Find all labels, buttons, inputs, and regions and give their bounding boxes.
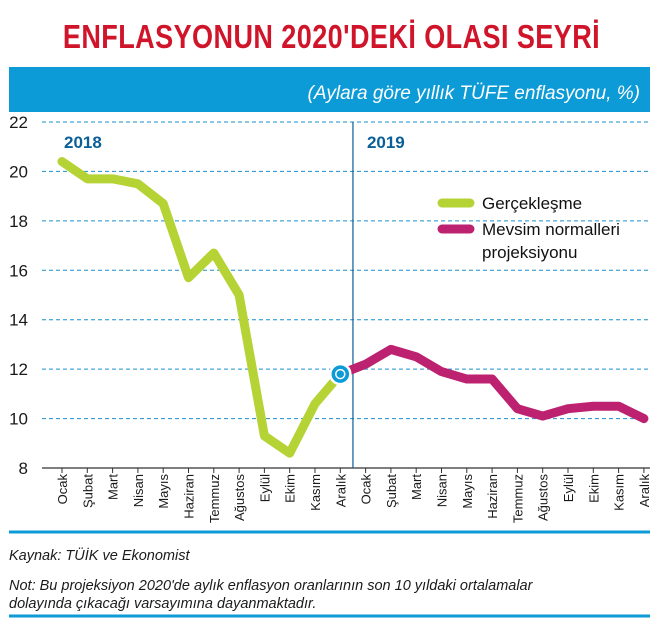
legend: Gerçekleşme Mevsim normalleri projeksiyonu xyxy=(437,194,620,262)
x-tick-label: Mart xyxy=(106,474,121,500)
x-tick-label: Kasım xyxy=(308,474,323,511)
x-tick-label: Mayıs xyxy=(460,474,475,509)
x-tick-label: Ağustos xyxy=(536,474,551,521)
y-tick-label: 14 xyxy=(9,311,28,330)
x-tick-label: Haziran xyxy=(485,474,500,519)
x-tick-label: Mayıs xyxy=(156,474,171,509)
chart-subtitle: (Aylara göre yıllık TÜFE enflasyonu, %) xyxy=(308,83,640,104)
data-series xyxy=(57,157,649,458)
x-tick-label: Mart xyxy=(409,474,424,500)
y-tick-label: 22 xyxy=(9,113,28,132)
x-tick-label: Şubat xyxy=(80,474,95,508)
x-tick-label: Eylül xyxy=(561,474,576,502)
y-tick-label: 10 xyxy=(9,410,28,429)
y-tick-label: 8 xyxy=(19,459,28,478)
x-tick-label: Eylül xyxy=(257,474,272,502)
footnote-line-2: dolayında çıkacağı varsayımına dayanmakt… xyxy=(9,596,317,612)
x-tick-label: Ekim xyxy=(283,474,298,503)
y-tick-label: 18 xyxy=(9,212,28,231)
series-line xyxy=(335,344,649,424)
x-tick-label: Aralık xyxy=(333,474,348,508)
x-axis-ticks: Ocak Şubat Mart Nisan Mayıs Haziran Temmuz Ağus… xyxy=(55,468,652,523)
y-tick-label: 16 xyxy=(9,261,28,280)
x-tick-label: Temmuz xyxy=(207,474,222,523)
year-label: 2019 xyxy=(367,133,405,152)
legend-label: Mevsim normalleri xyxy=(482,220,620,239)
source-note: Kaynak: TÜİK ve Ekonomist xyxy=(9,548,190,564)
subtitle-band xyxy=(9,71,650,112)
y-tick-label: 12 xyxy=(9,360,28,379)
x-tick-label: Haziran xyxy=(182,474,197,519)
chart-title: ENFLASYONUN 2020'DEKİ OLASI SEYRİ xyxy=(62,18,601,55)
x-tick-label: Ekim xyxy=(586,474,601,503)
x-tick-label: Şubat xyxy=(384,474,399,508)
x-tick-label: Nisan xyxy=(435,474,450,507)
footnote-line-1: Not: Bu projeksiyon 2020'de aylık enflas… xyxy=(9,578,533,594)
legend-label: projeksiyonu xyxy=(482,243,577,262)
x-tick-label: Ağustos xyxy=(232,474,247,521)
x-tick-label: Ocak xyxy=(55,474,70,505)
x-tick-label: Kasım xyxy=(612,474,627,511)
y-tick-label: 20 xyxy=(9,162,28,181)
x-tick-label: Nisan xyxy=(131,474,146,507)
x-tick-label: Ocak xyxy=(359,474,374,505)
series-line xyxy=(57,157,345,458)
grid-lines: 2018 2019 xyxy=(42,121,650,469)
y-axis-ticks: 8 10 12 14 16 18 20 22 xyxy=(9,113,28,478)
x-tick-label: Aralık xyxy=(637,474,652,508)
junction-marker-inner xyxy=(335,368,346,380)
year-label: 2018 xyxy=(64,133,102,152)
x-tick-label: Temmuz xyxy=(510,474,525,523)
legend-label: Gerçekleşme xyxy=(482,194,582,213)
